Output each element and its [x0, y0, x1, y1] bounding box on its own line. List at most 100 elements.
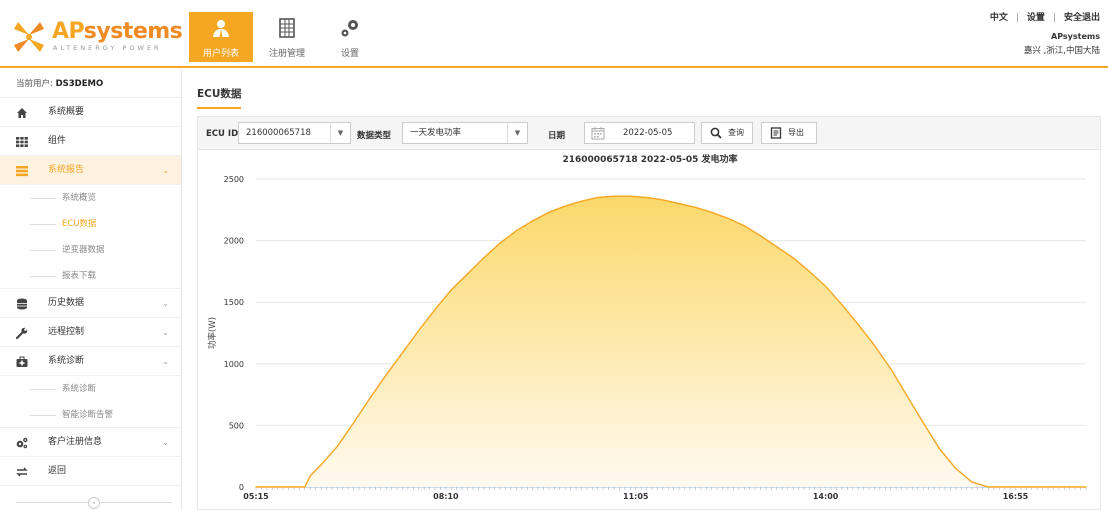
query-button[interactable]: 查询	[701, 122, 753, 144]
data-point[interactable]	[938, 448, 941, 450]
data-point[interactable]	[873, 344, 876, 346]
date-label: 日期	[548, 131, 566, 141]
data-point[interactable]	[597, 196, 599, 199]
sidebar-item-system-report[interactable]: 系统报告 ⌄	[0, 156, 181, 185]
collapse-sidebar-icon[interactable]: ‹	[88, 497, 100, 509]
date-input[interactable]: 2022-05-05	[584, 122, 695, 144]
data-point[interactable]	[353, 422, 355, 424]
data-point[interactable]	[711, 211, 713, 213]
sidebar-item-label: 系统报告	[48, 165, 85, 175]
sidebar-item-label: 历史数据	[48, 298, 85, 308]
data-type-value: 一天发电功率	[410, 128, 462, 138]
data-point[interactable]	[336, 445, 338, 447]
export-button[interactable]: 导出	[761, 122, 817, 144]
sidebar-item-history[interactable]: 历史数据 ⌄	[0, 289, 181, 318]
data-point[interactable]	[450, 289, 452, 291]
submenu-item-smart-alerts[interactable]: 智能诊断告警	[0, 402, 181, 428]
account-brand: APsystems	[1051, 32, 1100, 41]
submenu-item-ecu-data[interactable]: ECU数据	[0, 211, 181, 237]
sidebar-item-remote-control[interactable]: 远程控制 ⌄	[0, 318, 181, 347]
power-chart-svg: 0 500 1000 1500 2000 2500 05:15 08:10 11:05 14:0…	[207, 153, 1087, 501]
data-point[interactable]	[955, 467, 957, 470]
submenu-item-system-overview[interactable]: 系统概览	[0, 185, 181, 211]
data-point[interactable]	[1036, 486, 1038, 488]
x-tick-label: 08:10	[433, 492, 459, 501]
data-point[interactable]	[678, 203, 680, 205]
data-point[interactable]	[613, 195, 615, 197]
nav-user-list[interactable]: 用户列表	[189, 12, 253, 62]
data-point[interactable]	[320, 464, 322, 466]
sidebar-item-customer-info[interactable]: 客户注册信息 ⌄	[0, 428, 181, 457]
data-point[interactable]	[987, 486, 989, 488]
data-point[interactable]	[792, 257, 794, 259]
sidebar-item-label: 组件	[48, 136, 67, 146]
data-point[interactable]	[857, 323, 859, 325]
data-point[interactable]	[1004, 486, 1006, 488]
ecu-id-select[interactable]: 216000065718 ▼	[238, 122, 351, 144]
data-point[interactable]	[564, 205, 566, 207]
data-point[interactable]	[271, 486, 273, 488]
current-user-label: 当前用户:	[16, 79, 53, 89]
data-point[interactable]	[369, 397, 371, 399]
data-point[interactable]	[645, 196, 648, 199]
submenu-item-diagnostics[interactable]: 系统诊断	[0, 376, 181, 402]
data-point[interactable]	[401, 352, 404, 354]
data-point[interactable]	[1085, 486, 1087, 488]
data-point[interactable]	[287, 486, 290, 488]
data-point[interactable]	[1020, 486, 1022, 488]
y-tick-label: 1000	[224, 360, 244, 369]
data-point[interactable]	[694, 206, 697, 208]
data-point[interactable]	[971, 481, 973, 483]
data-point[interactable]	[466, 273, 469, 275]
lang-link[interactable]: 中文	[989, 13, 1008, 23]
sidebar-item-overview[interactable]: 系统概要	[0, 98, 181, 127]
logout-link[interactable]: 安全退出	[1063, 13, 1100, 23]
data-type-select[interactable]: 一天发电功率 ▼	[402, 122, 528, 144]
sidebar-item-diagnostics[interactable]: 系统诊断 ⌄	[0, 347, 181, 376]
sidebar-item-label: 客户注册信息	[48, 437, 103, 447]
settings-link[interactable]: 设置	[1026, 13, 1045, 23]
data-point[interactable]	[532, 220, 534, 222]
data-point[interactable]	[483, 257, 485, 259]
exchange-icon	[16, 467, 28, 477]
data-point[interactable]	[385, 374, 387, 376]
data-point[interactable]	[548, 211, 550, 213]
data-point[interactable]	[759, 235, 762, 237]
data-point[interactable]	[841, 304, 843, 306]
data-point[interactable]	[922, 422, 924, 424]
data-point[interactable]	[662, 199, 664, 201]
submenu-item-report-download[interactable]: 报表下载	[0, 263, 181, 289]
data-point[interactable]	[906, 395, 908, 397]
data-point[interactable]	[304, 486, 306, 488]
data-point[interactable]	[499, 242, 501, 244]
data-point[interactable]	[808, 270, 810, 272]
nav-settings[interactable]: 设置	[318, 12, 382, 62]
chevron-down-icon: ⌄	[162, 357, 169, 366]
data-point[interactable]	[727, 217, 729, 220]
chevron-down-icon: ⌄	[162, 299, 169, 308]
data-point[interactable]	[309, 475, 311, 477]
nav-registration[interactable]: 注册管理	[255, 12, 319, 62]
grid-icon	[16, 137, 28, 147]
data-point[interactable]	[255, 486, 257, 488]
sidebar-item-back[interactable]: 返回	[0, 457, 181, 486]
data-point[interactable]	[890, 368, 892, 370]
data-point[interactable]	[434, 308, 436, 311]
data-point[interactable]	[418, 329, 420, 332]
apsystems-logo[interactable]: APsystems ALTENERGY POWER	[12, 20, 183, 56]
data-point[interactable]	[1052, 486, 1055, 488]
submenu-item-inverter-data[interactable]: 逆变器数据	[0, 237, 181, 263]
data-point[interactable]	[743, 225, 745, 227]
data-point[interactable]	[629, 195, 631, 197]
nav-user-list-label: 用户列表	[202, 49, 239, 59]
data-point[interactable]	[825, 285, 827, 287]
data-point[interactable]	[580, 200, 583, 202]
home-icon	[17, 108, 27, 118]
logo-wordmark: APsystems	[52, 20, 183, 44]
sidebar-item-components[interactable]: 组件	[0, 127, 181, 156]
data-point[interactable]	[1069, 486, 1071, 488]
divider: |	[1052, 13, 1056, 23]
x-tick-label: 11:05	[623, 492, 649, 501]
data-point[interactable]	[776, 246, 778, 248]
data-point[interactable]	[515, 230, 517, 232]
